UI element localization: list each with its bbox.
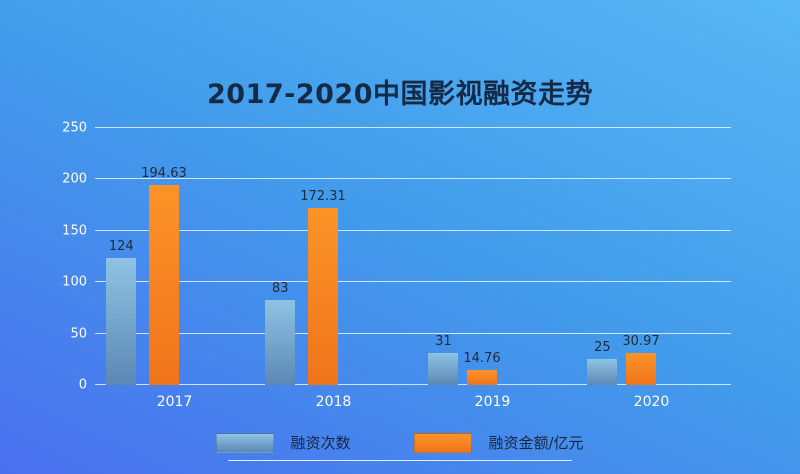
bar-wrap: 194.63 bbox=[141, 128, 187, 385]
gridline bbox=[95, 178, 731, 180]
x-axis-label: 2017 bbox=[156, 394, 193, 410]
gridline bbox=[95, 127, 731, 128]
bar-group-2019: 31 14.76 bbox=[385, 128, 544, 385]
bar-value-label: 83 bbox=[271, 280, 289, 296]
legend-swatch bbox=[414, 432, 473, 453]
legend-item-1: 融资次数 bbox=[216, 432, 350, 453]
bar-series1-2017 bbox=[106, 257, 137, 385]
y-axis-tick-label: 150 bbox=[62, 223, 87, 239]
bar-group-2020: 25 30.97 bbox=[544, 128, 703, 385]
y-axis-tick-label: 200 bbox=[62, 171, 87, 187]
bar-wrap: 30.97 bbox=[622, 128, 660, 385]
x-axis-label: 2019 bbox=[474, 394, 511, 410]
bar-value-label: 30.97 bbox=[622, 334, 660, 350]
bar-value-label: 14.76 bbox=[463, 350, 501, 366]
bar-value-label: 124 bbox=[108, 238, 134, 254]
y-axis-tick-label: 250 bbox=[62, 120, 87, 136]
y-axis-tick-label: 50 bbox=[70, 326, 87, 342]
bar-group-2018: 83 172.31 bbox=[226, 128, 385, 385]
bar-value-label: 172.31 bbox=[300, 188, 346, 204]
legend-underline bbox=[228, 460, 572, 461]
bar-series2-2020 bbox=[626, 353, 656, 385]
bar-value-label: 31 bbox=[435, 334, 452, 350]
x-axis-label: 2018 bbox=[315, 394, 352, 410]
legend-item-2: 融资金额/亿元 bbox=[414, 432, 584, 453]
bar-wrap: 14.76 bbox=[463, 128, 501, 385]
bar-series1-2018 bbox=[265, 299, 296, 385]
gridline bbox=[95, 229, 731, 231]
bar-wrap: 25 bbox=[587, 128, 618, 385]
x-axis-label: 2020 bbox=[633, 394, 670, 410]
gridline bbox=[95, 281, 731, 283]
gridline bbox=[95, 332, 731, 334]
bar-wrap: 31 bbox=[428, 128, 459, 385]
legend-label: 融资金额/亿元 bbox=[488, 434, 584, 452]
bar-wrap: 172.31 bbox=[300, 128, 346, 385]
bar-series1-2019 bbox=[428, 353, 459, 385]
bar-wrap: 124 bbox=[106, 128, 137, 385]
bar-group-2017: 124 194.63 bbox=[67, 128, 226, 385]
legend-label: 融资次数 bbox=[290, 434, 351, 452]
x-axis: 2017 2018 2019 2020 bbox=[95, 394, 731, 410]
plot-area: 0 50 100 150 200 250 124 194.63 83 172.31 31 14.76 2… bbox=[62, 122, 731, 392]
legend-swatch bbox=[216, 432, 275, 453]
bar-series1-2020 bbox=[587, 359, 618, 385]
bar-groups: 124 194.63 83 172.31 31 14.76 25 30.97 bbox=[95, 128, 731, 385]
bar-wrap: 83 bbox=[265, 128, 296, 385]
bar-value-label: 194.63 bbox=[141, 165, 187, 181]
y-axis-tick-label: 0 bbox=[78, 377, 87, 393]
bar-value-label: 25 bbox=[594, 340, 611, 356]
bar-series2-2018 bbox=[308, 207, 338, 385]
bar-series2-2017 bbox=[149, 184, 179, 385]
chart-title: 2017-2020中国影视融资走势 bbox=[207, 79, 593, 110]
y-axis-tick-label: 100 bbox=[62, 274, 87, 290]
legend: 融资次数 融资金额/亿元 bbox=[0, 432, 800, 453]
x-axis-baseline bbox=[95, 384, 731, 385]
bar-series2-2019 bbox=[467, 369, 497, 385]
